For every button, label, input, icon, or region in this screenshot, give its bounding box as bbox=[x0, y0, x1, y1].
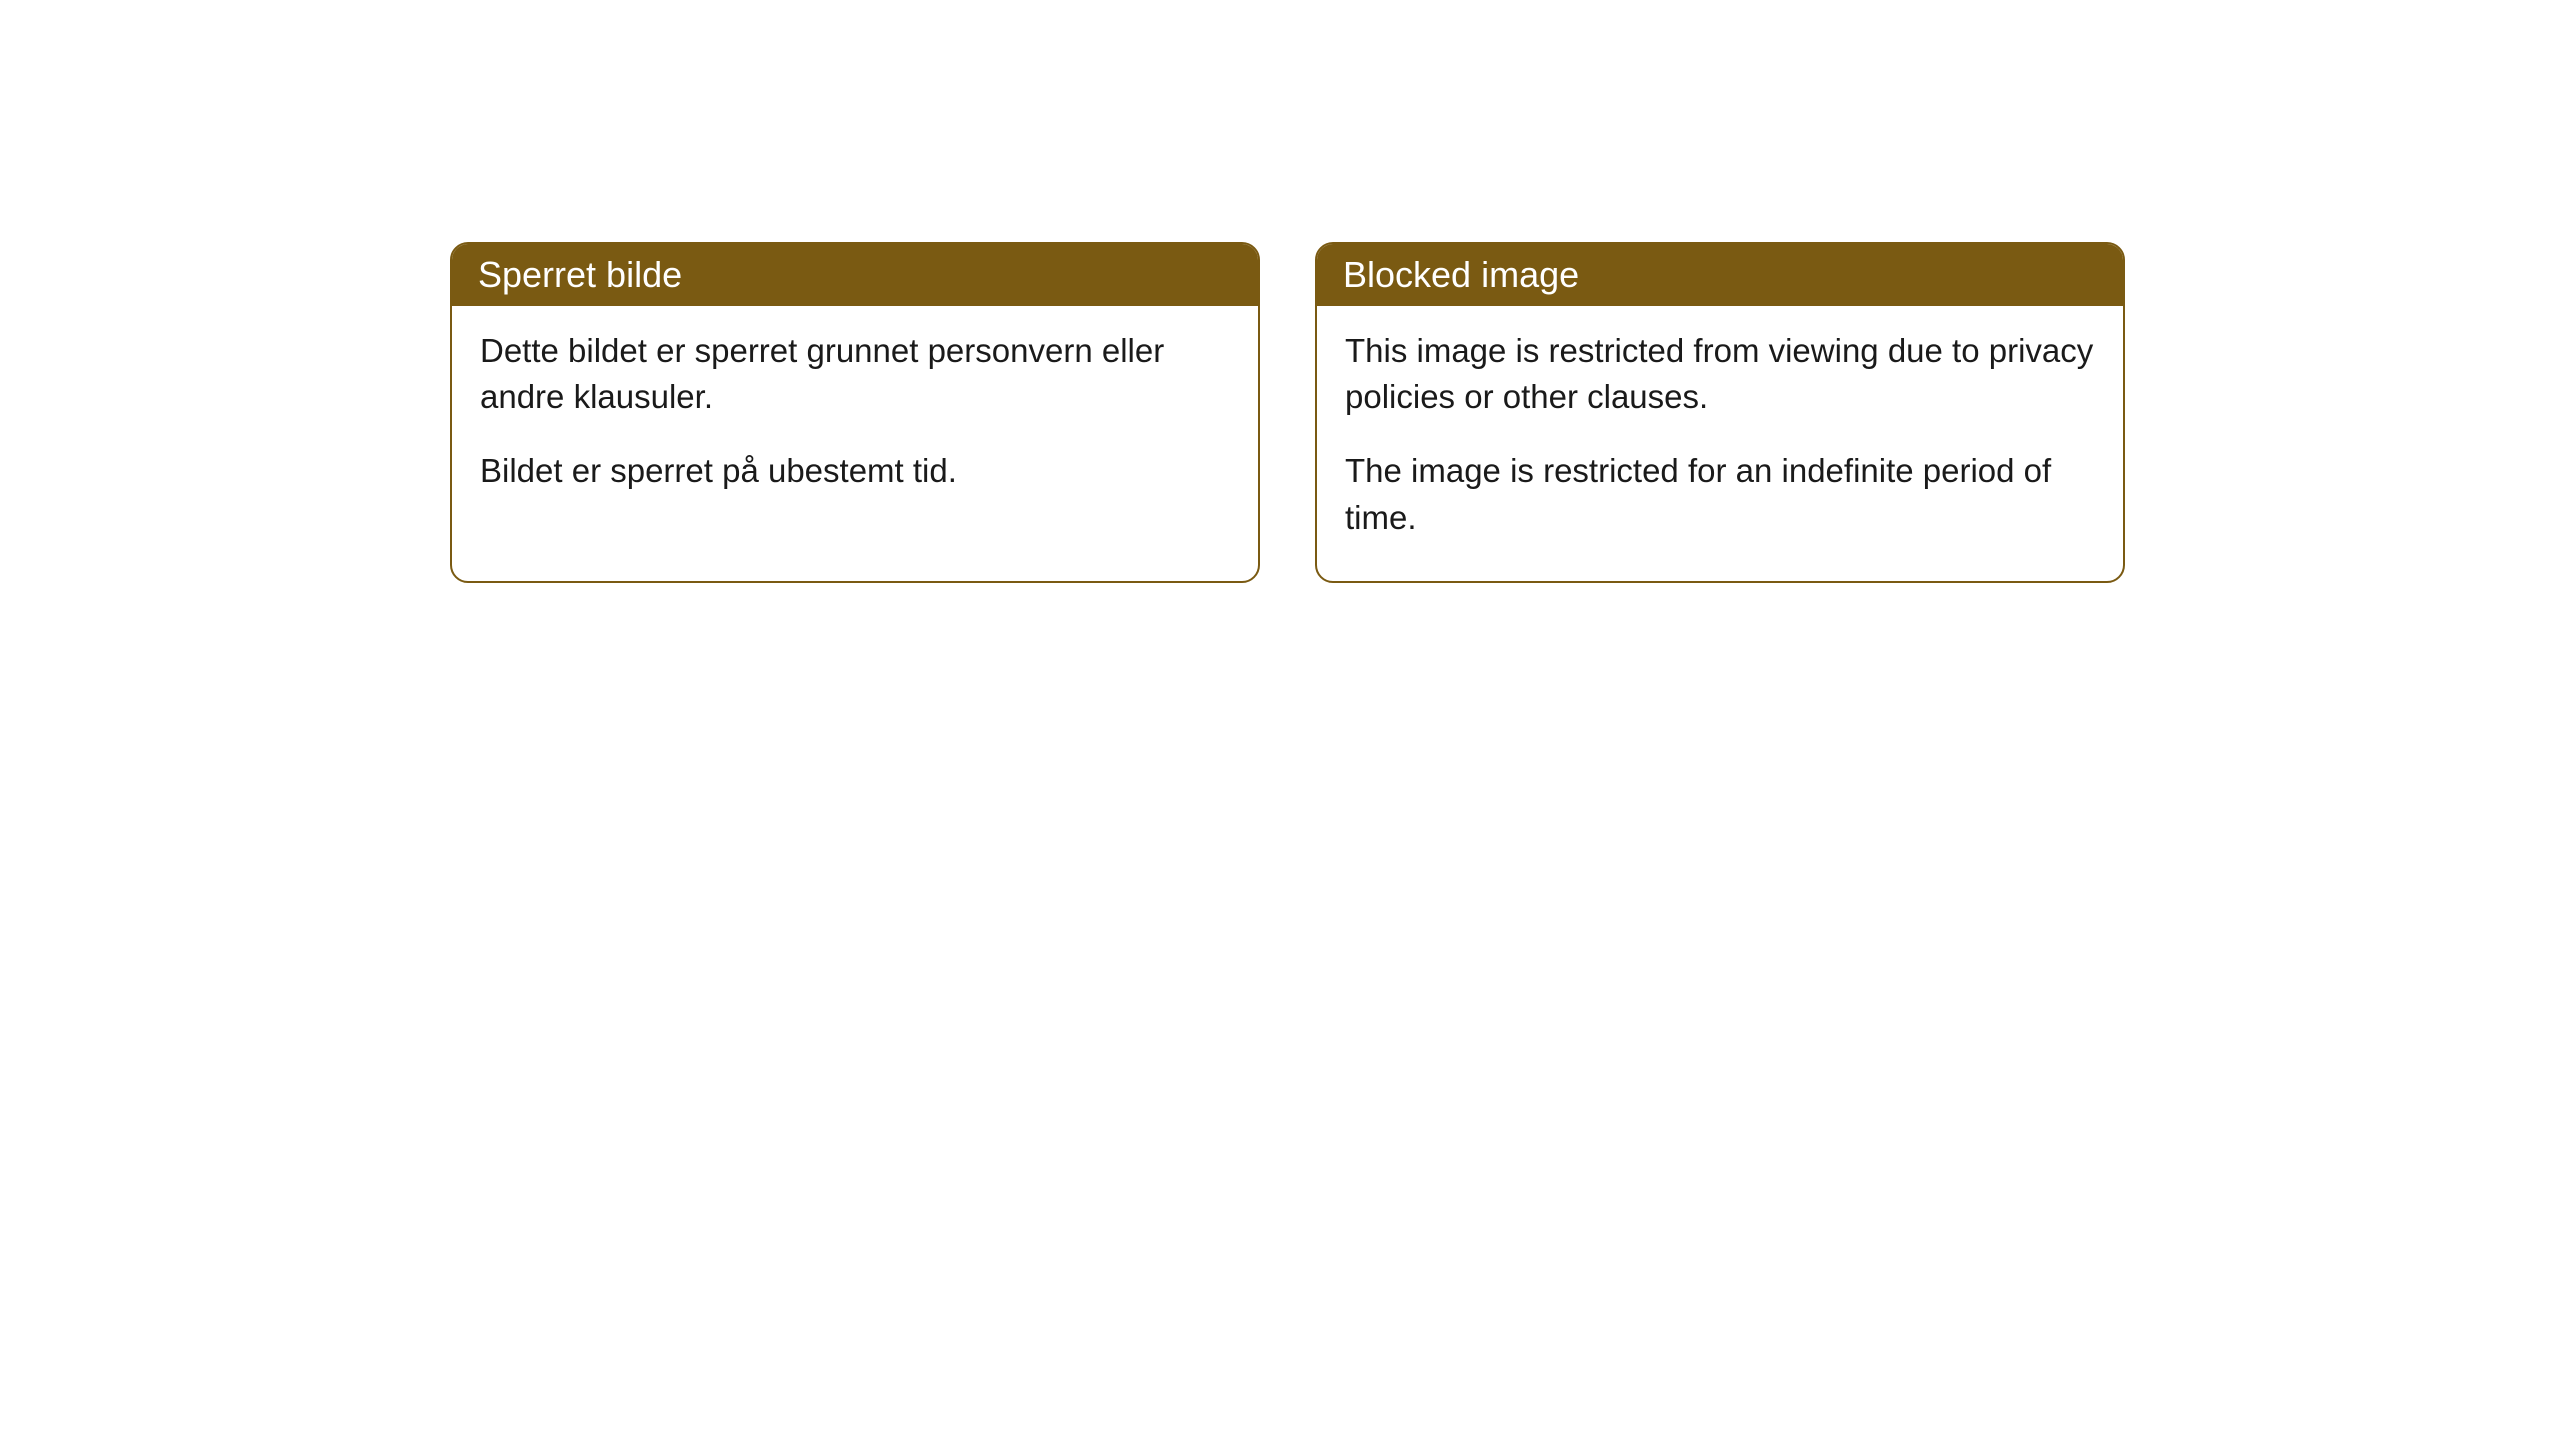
notice-cards-container: Sperret bilde Dette bildet er sperret gr… bbox=[450, 242, 2125, 583]
card-header-no: Sperret bilde bbox=[452, 244, 1258, 306]
card-paragraph-2-no: Bildet er sperret på ubestemt tid. bbox=[480, 448, 1230, 494]
card-body-en: This image is restricted from viewing du… bbox=[1317, 306, 2123, 581]
card-body-no: Dette bildet er sperret grunnet personve… bbox=[452, 306, 1258, 535]
blocked-image-card-no: Sperret bilde Dette bildet er sperret gr… bbox=[450, 242, 1260, 583]
card-paragraph-2-en: The image is restricted for an indefinit… bbox=[1345, 448, 2095, 540]
card-header-en: Blocked image bbox=[1317, 244, 2123, 306]
blocked-image-card-en: Blocked image This image is restricted f… bbox=[1315, 242, 2125, 583]
card-paragraph-1-no: Dette bildet er sperret grunnet personve… bbox=[480, 328, 1230, 420]
card-paragraph-1-en: This image is restricted from viewing du… bbox=[1345, 328, 2095, 420]
